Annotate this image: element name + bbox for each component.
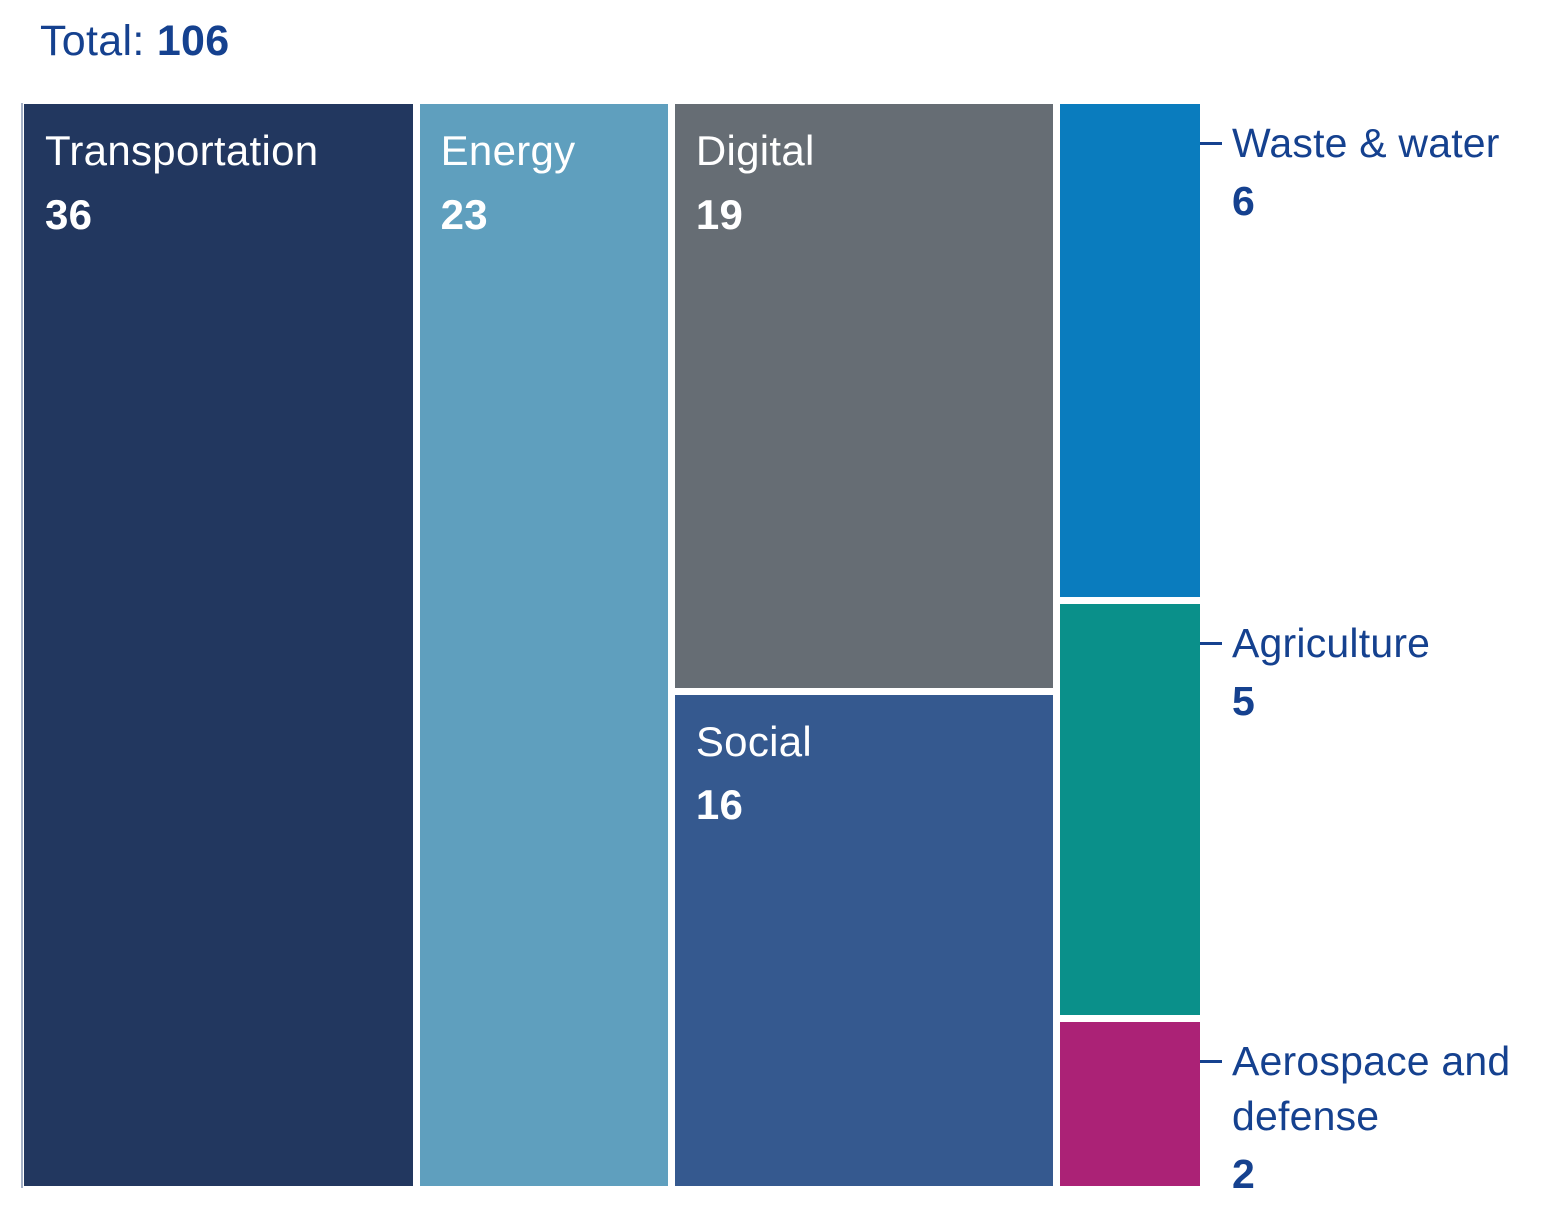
ext-label-name: Agriculture [1232,619,1431,666]
cell-label: Digital [695,127,815,174]
cell-label: Energy [440,127,576,174]
treemap-cell-social: Social 16 [674,694,1053,1186]
label-aerospace-and-defense: Aerospace and defense 2 [1232,1034,1552,1202]
ext-label-name: Aerospace and defense [1232,1037,1511,1139]
treemap: Transportation 36 Energy 23 Digital 19 Social 1… [24,104,1510,1197]
cell-text: Social 16 [675,695,1053,838]
cell-text: Energy 23 [420,104,668,247]
treemap-cell-aerospace-and-defense [1059,1021,1200,1186]
ext-label-name: Waste & water [1232,120,1500,166]
label-agriculture: Agriculture 5 [1232,616,1552,729]
cell-text: Transportation 36 [24,104,413,247]
treemap-cell-waste-water [1059,104,1200,597]
chart-title-prefix: Total: [40,17,145,65]
chart-title-total: 106 [156,17,230,65]
cell-value: 19 [695,190,744,238]
treemap-cell-energy: Energy 23 [419,104,668,1186]
chart-title: Total: 106 [40,14,229,70]
left-axis-line [21,103,23,1188]
treemap-cell-transportation: Transportation 36 [24,104,413,1186]
cell-value: 36 [45,190,93,238]
cell-label: Transportation [45,127,319,174]
cell-value: 23 [440,190,488,238]
ext-label-value: 5 [1232,677,1256,724]
cell-label: Social [695,717,813,765]
ext-label-value: 2 [1232,1150,1256,1197]
cell-value: 16 [695,781,744,829]
label-waste-water: Waste & water 6 [1232,116,1552,229]
cell-text: Digital 19 [675,104,1053,247]
ext-label-value: 6 [1232,177,1256,224]
treemap-cell-digital: Digital 19 [674,104,1053,688]
treemap-cell-agriculture [1059,603,1200,1015]
